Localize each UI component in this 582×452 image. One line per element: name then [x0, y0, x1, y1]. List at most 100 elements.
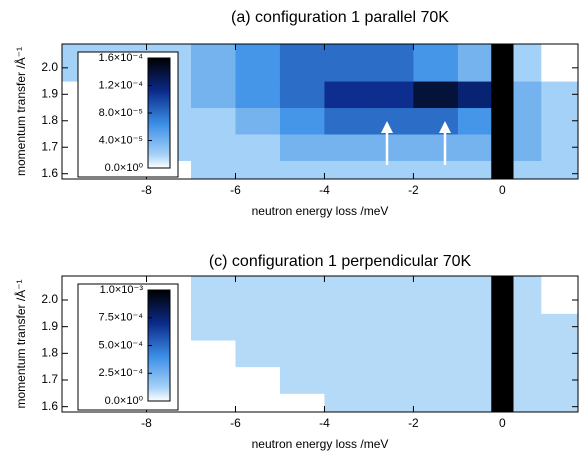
x-tick-label: 0 — [499, 416, 506, 430]
heatmap-cell — [368, 160, 414, 180]
x-tick-label: -8 — [141, 416, 152, 430]
heatmap-cell — [235, 107, 281, 135]
heatmap-cell — [235, 366, 281, 394]
heatmap-cell — [513, 134, 542, 161]
heatmap-cell — [457, 160, 492, 180]
heatmap-cell — [513, 276, 542, 314]
x-tick-label: 0 — [499, 183, 506, 197]
colorbar-tick-label: 1.6×10⁻⁴ — [99, 52, 144, 64]
heatmap-cell — [457, 81, 492, 109]
heatmap-cell — [513, 81, 542, 109]
heatmap-cell — [191, 44, 236, 82]
heatmap-cell — [279, 340, 325, 368]
heatmap-cell — [457, 340, 492, 368]
colorbar-tick-label: 8.0×10⁻⁵ — [99, 107, 143, 119]
heatmap-cell — [413, 393, 459, 413]
heatmap-cell — [191, 366, 236, 394]
colorbar-tick-label: 2.5×10⁻⁴ — [99, 367, 144, 379]
heatmap-cell — [324, 393, 370, 413]
heatmap-cell — [368, 81, 414, 109]
x-tick-label: -2 — [408, 416, 419, 430]
heatmap-cell — [491, 393, 514, 413]
heatmap-cell — [457, 313, 492, 341]
heatmap-cell — [513, 366, 542, 394]
heatmap-cell — [191, 340, 236, 368]
heatmap-cell — [324, 366, 370, 394]
arrow-head — [439, 121, 451, 133]
y-tick-label: 1.8 — [41, 113, 58, 127]
heatmap-cell — [235, 276, 281, 314]
heatmap-cell — [235, 160, 281, 180]
heatmap-cell — [235, 134, 281, 161]
heatmap-cell — [541, 276, 579, 314]
heatmap-cell — [413, 276, 459, 314]
y-tick-label: 1.9 — [41, 319, 58, 333]
heatmap-cell — [368, 313, 414, 341]
colorbar-tick-label: 0.0×10⁰ — [105, 395, 144, 407]
heatmap-cell — [368, 276, 414, 314]
heatmap-cell — [279, 313, 325, 341]
heatmap-cell — [413, 44, 459, 82]
y-tick-label: 1.6 — [41, 166, 58, 180]
heatmap-cell — [513, 313, 542, 341]
heatmap-cell — [191, 107, 236, 135]
heatmap-cell — [457, 134, 492, 161]
heatmap-cell — [457, 366, 492, 394]
heatmap-cell — [457, 44, 492, 82]
heatmap-cell — [513, 107, 542, 135]
heatmap-cell — [491, 81, 514, 109]
y-axis-label: momentum transfer /Å⁻¹ — [13, 279, 28, 408]
x-axis-label: neutron energy loss /meV — [252, 204, 389, 218]
heatmap-cell — [491, 313, 514, 341]
heatmap-cell — [368, 366, 414, 394]
heatmap-cell — [491, 107, 514, 135]
x-tick-label: -4 — [319, 416, 330, 430]
heatmap-cell — [491, 276, 514, 314]
heatmap-cell — [457, 107, 492, 135]
heatmap-cell — [279, 134, 325, 161]
x-tick-label: -4 — [319, 183, 330, 197]
y-tick-label: 2.0 — [41, 60, 58, 74]
heatmap-cell — [491, 340, 514, 368]
heatmap-cell — [191, 81, 236, 109]
chart-title: (a) configuration 1 parallel 70K — [231, 9, 449, 26]
y-axis-label: momentum transfer /Å⁻¹ — [13, 47, 28, 176]
y-tick-label: 1.7 — [41, 372, 58, 386]
x-axis-label: neutron energy loss /meV — [252, 437, 389, 451]
colorbar-tick-label: 0.0×10⁰ — [105, 162, 144, 174]
heatmap-cell — [191, 160, 236, 180]
x-tick-label: -2 — [408, 183, 419, 197]
heatmap-cell — [324, 313, 370, 341]
colorbar-tick-label: 4.0×10⁻⁵ — [99, 134, 143, 146]
heatmap-cell — [324, 134, 370, 161]
heatmap-cell — [324, 107, 370, 135]
chart-title: (c) configuration 1 perpendicular 70K — [209, 253, 472, 270]
annotation-arrows — [381, 121, 451, 165]
heatmap-cell — [513, 340, 542, 368]
y-tick-label: 1.7 — [41, 139, 58, 153]
heatmap-cell — [413, 134, 459, 161]
heatmap-cell — [413, 340, 459, 368]
heatmap-cell — [324, 44, 370, 82]
heatmap-cell — [235, 44, 281, 82]
colorbar-tick-label: 5.0×10⁻⁴ — [99, 339, 144, 351]
heatmap-cell — [191, 313, 236, 341]
heatmap-cell — [279, 276, 325, 314]
heatmap-cell — [491, 366, 514, 394]
heatmap-cell — [235, 313, 281, 341]
colorbar-tick-label: 7.5×10⁻⁴ — [99, 312, 144, 324]
y-tick-label: 2.0 — [41, 292, 58, 306]
heatmap-cell — [324, 276, 370, 314]
heatmap-cell — [491, 160, 514, 180]
heatmap-cell — [413, 366, 459, 394]
heatmap-cell — [368, 340, 414, 368]
heatmap-cell — [191, 393, 236, 413]
heatmap-cell — [413, 81, 459, 109]
y-tick-label: 1.8 — [41, 346, 58, 360]
plot-frame — [61, 275, 579, 413]
heatmap-cell — [541, 393, 579, 413]
x-tick-label: -6 — [230, 416, 241, 430]
heatmap-cell — [279, 44, 325, 82]
x-tick-label: -8 — [141, 183, 152, 197]
